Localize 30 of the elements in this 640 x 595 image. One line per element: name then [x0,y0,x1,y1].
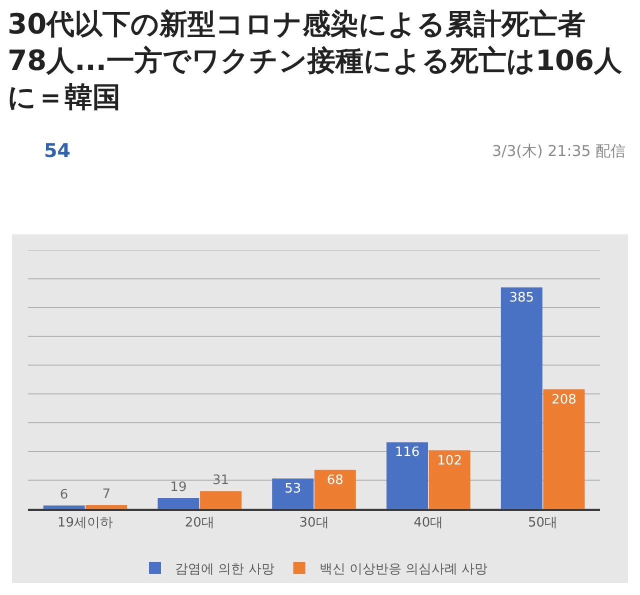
bar [543,389,585,509]
bar [272,478,314,509]
x-tick-label: 20대 [184,516,214,531]
text: 54 [44,140,70,162]
x-tick-label: 50대 [528,516,558,531]
data-label: 6 [60,488,68,503]
data-label: 53 [284,482,302,496]
bar [200,491,242,509]
bar [43,506,85,509]
data-label: 68 [326,472,344,488]
data-label: 31 [212,473,230,488]
bar [86,504,128,509]
data-label: 208 [552,392,576,408]
bar [158,498,200,509]
x-tick-label: 30대 [299,516,329,531]
text: 3/3(木) 21:35 配信 [492,142,626,160]
data-label: 102 [437,453,462,468]
bar [428,450,470,509]
legend-label: 감염에 의한 사망 [175,562,274,578]
legend-label: 백신 이상반응 의심사례 사망 [319,562,488,578]
data-label: 7 [102,486,110,502]
data-label: 116 [394,445,420,460]
bar [314,470,356,509]
chart-title: 30代以下の新型コロナ感染による累計死亡者78人...一方でワクチン接種による死亡は106人に＝韓国 [8,8,623,114]
data-label: 385 [509,290,534,306]
bar [386,442,428,509]
x-tick-label: 19세이하 [57,516,113,531]
x-tick-label: 40대 [414,516,444,531]
bar [500,287,542,509]
data-label: 19 [170,480,187,496]
